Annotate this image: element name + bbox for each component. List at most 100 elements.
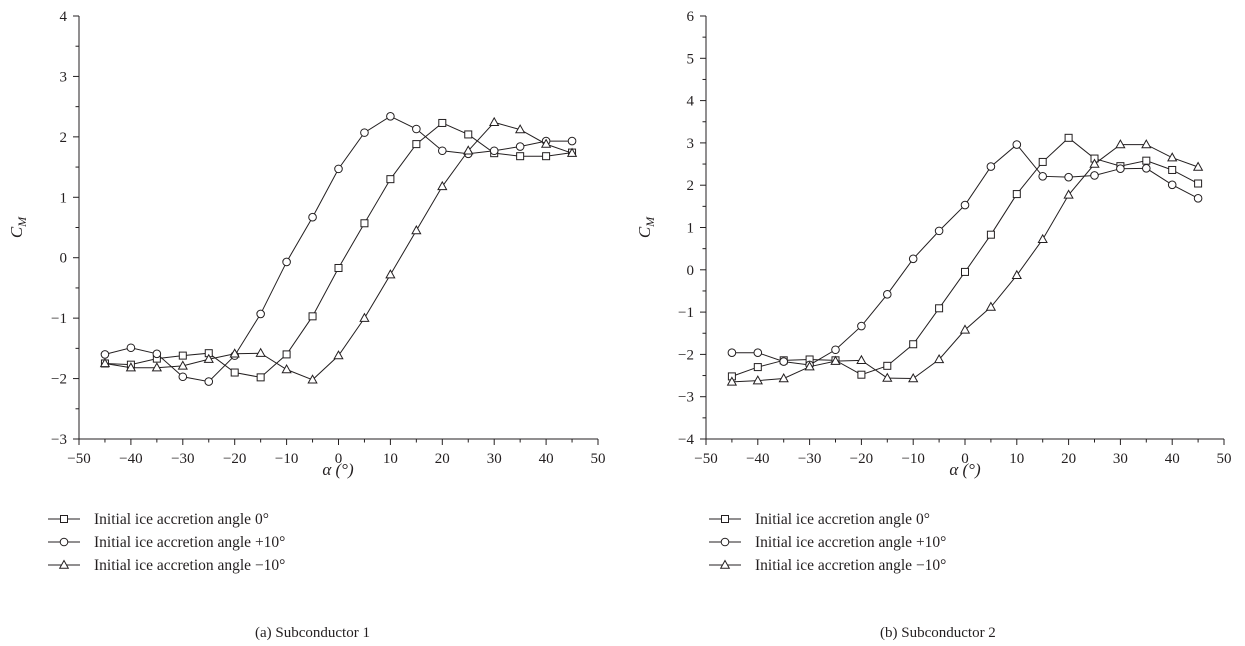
data-point-square — [935, 304, 944, 313]
data-point-circle — [831, 345, 840, 355]
y-tick-label: 5 — [687, 51, 695, 67]
y-tick-label: 4 — [687, 94, 695, 110]
x-axis-title: α (°) — [322, 460, 354, 479]
data-point-circle — [857, 321, 866, 331]
y-tick-label: −3 — [678, 390, 694, 406]
y-tick-label: 1 — [687, 221, 695, 237]
data-point-triangle — [1089, 158, 1100, 168]
x-tick-label: 10 — [1009, 451, 1024, 467]
data-point-square — [986, 230, 995, 239]
data-point-triangle — [1192, 161, 1204, 171]
data-point-square — [883, 361, 892, 370]
data-point-square — [542, 152, 551, 161]
data-point-triangle — [514, 124, 526, 134]
series-circle — [727, 140, 1203, 370]
x-tick-label: 0 — [335, 451, 343, 467]
data-point-circle — [126, 343, 136, 353]
data-point-square — [1142, 156, 1151, 165]
data-point-circle — [727, 348, 737, 358]
y-tick-label: 4 — [60, 9, 68, 25]
data-point-triangle — [359, 312, 370, 322]
data-point-square — [464, 130, 473, 139]
legend-marker-square — [60, 515, 68, 523]
series-line — [104, 121, 573, 381]
data-point-triangle — [281, 363, 292, 374]
data-point-triangle — [1011, 269, 1022, 279]
y-tick-label: 3 — [60, 69, 68, 85]
data-point-circle — [256, 309, 265, 319]
data-point-triangle — [804, 361, 815, 371]
data-point-triangle — [125, 362, 137, 372]
data-point-square — [909, 340, 918, 349]
data-point-circle — [779, 357, 789, 366]
legend-label: Initial ice accretion angle −10° — [755, 557, 946, 574]
data-point-triangle — [830, 355, 841, 365]
y-tick-label: −1 — [51, 311, 67, 327]
data-point-square — [961, 267, 969, 276]
x-tick-label: −50 — [694, 451, 717, 467]
data-point-circle — [438, 146, 447, 156]
data-point-triangle — [151, 362, 163, 372]
data-point-triangle — [933, 353, 945, 364]
data-point-square — [1038, 157, 1047, 166]
series-square — [100, 118, 577, 382]
data-point-square — [438, 118, 447, 127]
data-point-triangle — [856, 354, 867, 365]
data-point-circle — [908, 254, 918, 264]
x-tick-label: 40 — [539, 451, 554, 467]
x-tick-label: −30 — [798, 451, 821, 467]
data-point-circle — [515, 142, 525, 151]
data-point-triangle — [203, 353, 214, 363]
x-tick-label: 50 — [591, 451, 606, 467]
chart-panel-subconductor-2: −50 −40 −30 −20 −10 0 10 20 30 40 50−4−3−2−1012345… — [635, 9, 1232, 641]
data-point-triangle — [1115, 139, 1126, 149]
data-point-square — [1194, 179, 1203, 188]
data-point-circle — [489, 146, 499, 156]
x-tick-label: 40 — [1165, 451, 1180, 467]
data-point-square — [753, 363, 762, 372]
data-point-square — [360, 219, 369, 228]
data-point-circle — [334, 164, 343, 174]
series-triangle — [726, 139, 1204, 386]
y-tick-label: 2 — [687, 178, 695, 194]
legend-item: Initial ice accretion angle −10° — [709, 557, 946, 574]
data-point-triangle — [333, 350, 344, 360]
legend-label: Initial ice accretion angle −10° — [94, 557, 285, 574]
data-point-triangle — [307, 374, 318, 384]
x-tick-label: 30 — [1113, 451, 1128, 467]
data-point-square — [1168, 165, 1177, 174]
data-point-square — [1064, 133, 1073, 142]
data-point-triangle — [1037, 233, 1048, 244]
data-point-circle — [567, 136, 577, 146]
legend: Initial ice accretion angle 0° Initial ic… — [48, 511, 285, 574]
data-point-triangle — [778, 372, 789, 383]
data-point-triangle — [1063, 189, 1074, 199]
data-point-triangle — [385, 269, 396, 279]
data-point-circle — [960, 200, 970, 210]
data-point-triangle — [540, 138, 552, 148]
data-point-circle — [1090, 171, 1099, 180]
data-point-circle — [1012, 140, 1022, 149]
series-circle — [100, 112, 577, 386]
data-point-circle — [282, 257, 291, 267]
x-tick-label: 50 — [1217, 451, 1232, 467]
data-point-circle — [308, 212, 317, 222]
legend: Initial ice accretion angle 0° Initial ic… — [709, 511, 946, 574]
legend-marker-triangle — [58, 559, 70, 569]
y-tick-label: −4 — [678, 432, 694, 448]
data-point-triangle — [566, 147, 578, 157]
data-point-triangle — [463, 145, 474, 155]
y-axis-title: CM — [635, 216, 657, 238]
data-point-circle — [753, 348, 763, 358]
legend-label: Initial ice accretion angle 0° — [755, 511, 930, 528]
x-tick-label: −10 — [275, 451, 298, 467]
data-point-triangle — [489, 116, 500, 127]
data-point-circle — [100, 350, 110, 359]
data-point-circle — [1116, 164, 1125, 174]
data-point-triangle — [1167, 152, 1178, 162]
y-tick-label: −3 — [51, 432, 67, 448]
data-point-triangle — [437, 180, 448, 191]
series-square — [727, 133, 1203, 381]
legend-item: Initial ice accretion angle 0° — [709, 511, 930, 528]
